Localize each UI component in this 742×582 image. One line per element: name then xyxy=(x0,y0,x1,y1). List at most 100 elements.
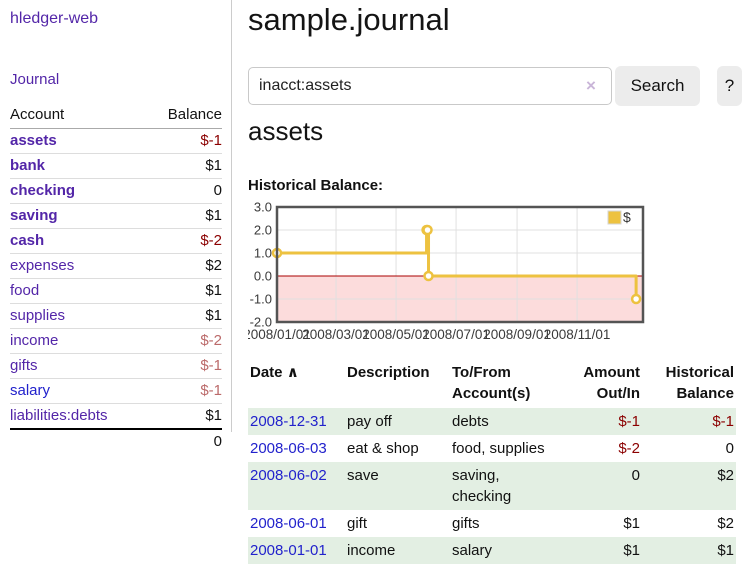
transaction-accounts: gifts xyxy=(452,515,480,532)
accounts-column-header: To/From Account(s) xyxy=(452,364,531,402)
account-link[interactable]: gifts xyxy=(10,357,38,374)
x-tick-label: 2008/07/01 xyxy=(422,327,490,342)
account-link[interactable]: expenses xyxy=(10,257,75,274)
balance-column-header-main: Historical Balance xyxy=(665,364,734,402)
transaction-description: income xyxy=(347,542,396,559)
account-link[interactable]: assets xyxy=(10,132,57,149)
account-link[interactable]: checking xyxy=(10,182,76,199)
transaction-amount: 0 xyxy=(631,467,640,484)
transaction-accounts: saving, checking xyxy=(452,467,512,505)
x-tick-label: 2008/09/01 xyxy=(483,327,551,342)
transaction-row: 2008-12-31 pay off debts $-1 $-1 xyxy=(248,408,736,435)
transaction-date-link[interactable]: 2008-06-03 xyxy=(250,440,327,457)
data-point-marker[interactable] xyxy=(630,293,642,305)
account-balance-table: Account Balance assets $-1 bank $1 checking 0… xyxy=(10,103,222,454)
balance-column-header: Balance xyxy=(146,103,222,129)
account-heading: assets xyxy=(248,116,324,146)
account-row: checking 0 xyxy=(10,178,222,204)
date-column-header[interactable]: Date ∧ xyxy=(250,364,299,381)
x-tick-label: 2008/03/01 xyxy=(302,327,370,342)
transaction-description: save xyxy=(347,467,379,484)
account-link[interactable]: supplies xyxy=(10,307,66,324)
y-tick-label: -1.0 xyxy=(250,292,272,307)
account-link[interactable]: cash xyxy=(10,232,45,249)
transaction-date-link[interactable]: 2008-06-02 xyxy=(250,467,327,484)
app-title-link[interactable]: hledger-web xyxy=(10,10,99,27)
transaction-description: gift xyxy=(347,515,368,532)
transaction-accounts: salary xyxy=(452,542,493,559)
sort-ascending-icon: ∧ xyxy=(286,364,299,381)
account-row: saving $1 xyxy=(10,203,222,229)
account-balance: $-1 xyxy=(146,378,222,404)
account-balance: $-2 xyxy=(146,228,222,254)
transaction-date-link[interactable]: 2008-01-01 xyxy=(250,542,327,559)
y-tick-label: 1.0 xyxy=(254,246,272,261)
account-balance: 0 xyxy=(146,178,222,204)
x-tick-label: 2008/01/01 xyxy=(248,327,311,342)
y-tick-label: 2.0 xyxy=(254,223,272,238)
account-row: cash $-2 xyxy=(10,228,222,254)
transaction-balance: 0 xyxy=(725,440,734,457)
account-balance: $1 xyxy=(146,153,222,179)
account-balance: $1 xyxy=(146,278,222,304)
transaction-row: 2008-06-03 eat & shop food, supplies $-2 0 xyxy=(248,435,736,462)
register-table: Date ∧ Description To/From Account(s) Am… xyxy=(248,360,736,564)
sidebar-divider xyxy=(231,0,232,432)
data-point-marker[interactable] xyxy=(423,270,434,282)
transaction-date-link[interactable]: 2008-12-31 xyxy=(250,413,327,430)
transaction-amount: $-2 xyxy=(618,440,640,457)
y-tick-label: 0.0 xyxy=(254,269,272,284)
account-row: income $-2 xyxy=(10,328,222,354)
search-input[interactable] xyxy=(248,67,612,105)
account-link[interactable]: saving xyxy=(10,207,58,224)
help-button[interactable]: ? xyxy=(717,66,742,106)
x-tick-label: 2008/05/01 xyxy=(362,327,430,342)
data-point-marker[interactable] xyxy=(422,224,433,236)
account-link[interactable]: bank xyxy=(10,157,46,174)
transaction-balance: $-1 xyxy=(712,413,734,430)
search-button[interactable]: Search xyxy=(615,66,700,106)
plot-border xyxy=(275,205,645,324)
account-row: bank $1 xyxy=(10,153,222,179)
description-column-header: Description xyxy=(347,364,430,381)
account-balance: $2 xyxy=(146,253,222,279)
transaction-amount: $1 xyxy=(623,542,640,559)
account-column-header: Account xyxy=(10,103,147,129)
clear-search-icon[interactable]: × xyxy=(586,76,596,95)
transaction-amount: $-1 xyxy=(618,413,640,430)
y-tick-label: -2.0 xyxy=(250,315,272,330)
transaction-amount: $1 xyxy=(623,515,640,532)
historical-balance-chart[interactable]: $3.0 2.0 1.0 0.0 -1.0 -2.0 2008/01/01 2008/03/0… xyxy=(243,200,742,350)
transaction-row: 2008-01-01 income salary $1 $1 xyxy=(248,537,736,564)
amount-column-header: Amount Out/In xyxy=(583,364,640,402)
account-row: food $1 xyxy=(10,278,222,304)
total-row: 0 xyxy=(10,428,222,454)
account-row: salary $-1 xyxy=(10,378,222,404)
transaction-accounts: food, supplies xyxy=(452,440,545,457)
x-tick-label: 2008/11/01 xyxy=(544,327,611,342)
chart-canvas[interactable]: $3.0 2.0 1.0 0.0 -1.0 -2.02008/01/012008/03/0… xyxy=(243,200,742,350)
account-balance: $-1 xyxy=(146,128,222,154)
account-link[interactable]: food xyxy=(10,282,40,299)
transaction-row: 2008-06-02 save saving, checking 0 $2 xyxy=(248,462,736,510)
transaction-balance: $1 xyxy=(717,542,734,559)
search-form: × Search ? xyxy=(248,66,742,106)
transaction-balance: $2 xyxy=(717,467,734,484)
account-balance: $-1 xyxy=(146,353,222,379)
transaction-description: eat & shop xyxy=(347,440,419,457)
account-link[interactable]: salary xyxy=(10,382,51,399)
account-balance: $1 xyxy=(146,403,222,430)
legend-swatch xyxy=(607,210,622,225)
total-balance: 0 xyxy=(146,428,222,454)
account-row: gifts $-1 xyxy=(10,353,222,379)
sidebar-item-journal[interactable]: Journal xyxy=(10,71,60,88)
account-row: assets $-1 xyxy=(10,128,222,154)
account-link[interactable]: income xyxy=(10,332,59,349)
account-row: supplies $1 xyxy=(10,303,222,329)
legend-label: $ xyxy=(623,209,631,225)
transaction-date-link[interactable]: 2008-06-01 xyxy=(250,515,327,532)
account-balance: $1 xyxy=(146,303,222,329)
account-link[interactable]: liabilities:debts xyxy=(10,407,108,424)
account-row: liabilities:debts $1 xyxy=(10,403,222,430)
account-row: expenses $2 xyxy=(10,253,222,279)
